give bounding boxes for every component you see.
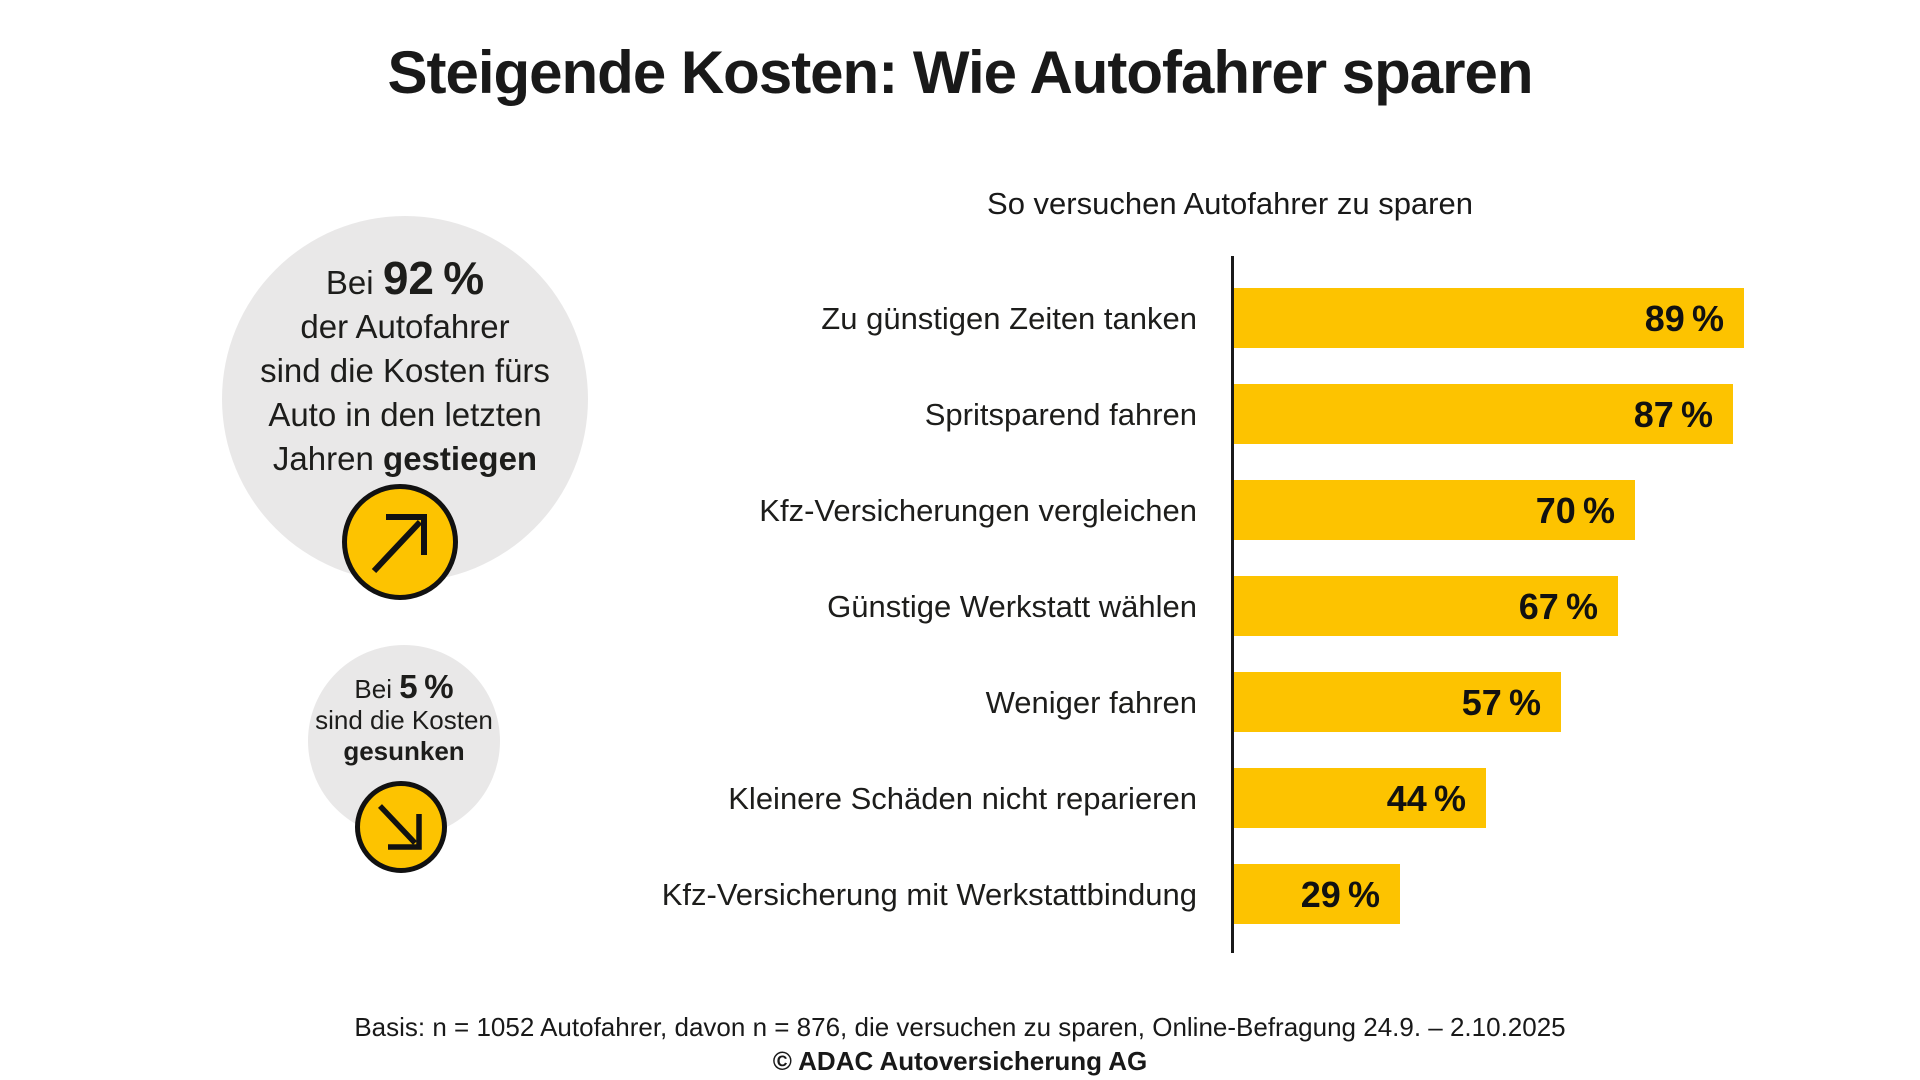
- bar-value: 87 %: [1633, 394, 1713, 435]
- arrow-down-badge: [355, 781, 447, 873]
- footer-copyright: © ADAC Autoversicherung AG: [772, 1046, 1148, 1076]
- bar: 57 %: [1234, 672, 1561, 732]
- bar-value: 57 %: [1461, 682, 1541, 723]
- bar-label: Weniger fahren: [985, 685, 1197, 720]
- bar: 89 %: [1234, 288, 1744, 348]
- risen-line2: der Autofahrer: [300, 308, 510, 345]
- bar-label: Günstige Werkstatt wählen: [827, 589, 1197, 624]
- bar-value: 89 %: [1644, 298, 1724, 339]
- highlight-circle-sunk: Bei 5 % sind die Kosten gesunken: [308, 645, 500, 837]
- risen-last-bold: gestiegen: [383, 440, 538, 477]
- bar: 44 %: [1234, 768, 1486, 828]
- bar-value: 29 %: [1300, 874, 1380, 915]
- risen-prefix: Bei: [325, 264, 374, 301]
- bar-label: Kleinere Schäden nicht reparieren: [728, 781, 1197, 816]
- bar-value: 67 %: [1518, 586, 1598, 627]
- risen-line4: Auto in den letzten: [268, 396, 542, 433]
- bar: 87 %: [1234, 384, 1733, 444]
- arrow-up-right-icon: [371, 514, 427, 574]
- bar-label: Kfz-Versicherungen vergleichen: [759, 493, 1197, 528]
- arrow-down-right-icon: [378, 804, 422, 850]
- bar: 67 %: [1234, 576, 1618, 636]
- sunk-prefix: Bei: [354, 674, 392, 704]
- bar-value: 44 %: [1386, 778, 1466, 819]
- sunk-value: 5 %: [399, 668, 454, 705]
- chart-axis-line: [1231, 256, 1234, 953]
- bar-value: 70 %: [1535, 490, 1615, 531]
- highlight-circle-risen: Bei 92 % der Autofahrer sind die Kosten f…: [222, 216, 588, 582]
- risen-last-prefix: Jahren: [272, 440, 374, 477]
- highlight-risen-text: Bei 92 % der Autofahrer sind die Kosten f…: [222, 255, 588, 481]
- chart-title: So versuchen Autofahrer zu sparen: [987, 186, 1473, 221]
- footer-basis-note: Basis: n = 1052 Autofahrer, davon n = 87…: [354, 1012, 1566, 1042]
- risen-value: 92 %: [382, 252, 485, 304]
- bar-label: Zu günstigen Zeiten tanken: [821, 301, 1197, 336]
- bar: 29 %: [1234, 864, 1400, 924]
- page-title: Steigende Kosten: Wie Autofahrer sparen: [387, 39, 1533, 106]
- arrow-up-badge: [342, 484, 458, 600]
- bar-label: Spritsparend fahren: [924, 397, 1197, 432]
- sunk-line2: sind die Kosten: [315, 705, 493, 735]
- sunk-line3: gesunken: [343, 736, 465, 766]
- risen-line3: sind die Kosten fürs: [260, 352, 550, 389]
- bar-label: Kfz-Versicherung mit Werkstattbindung: [661, 877, 1197, 912]
- highlight-sunk-text: Bei 5 % sind die Kosten gesunken: [308, 668, 500, 767]
- bar: 70 %: [1234, 480, 1635, 540]
